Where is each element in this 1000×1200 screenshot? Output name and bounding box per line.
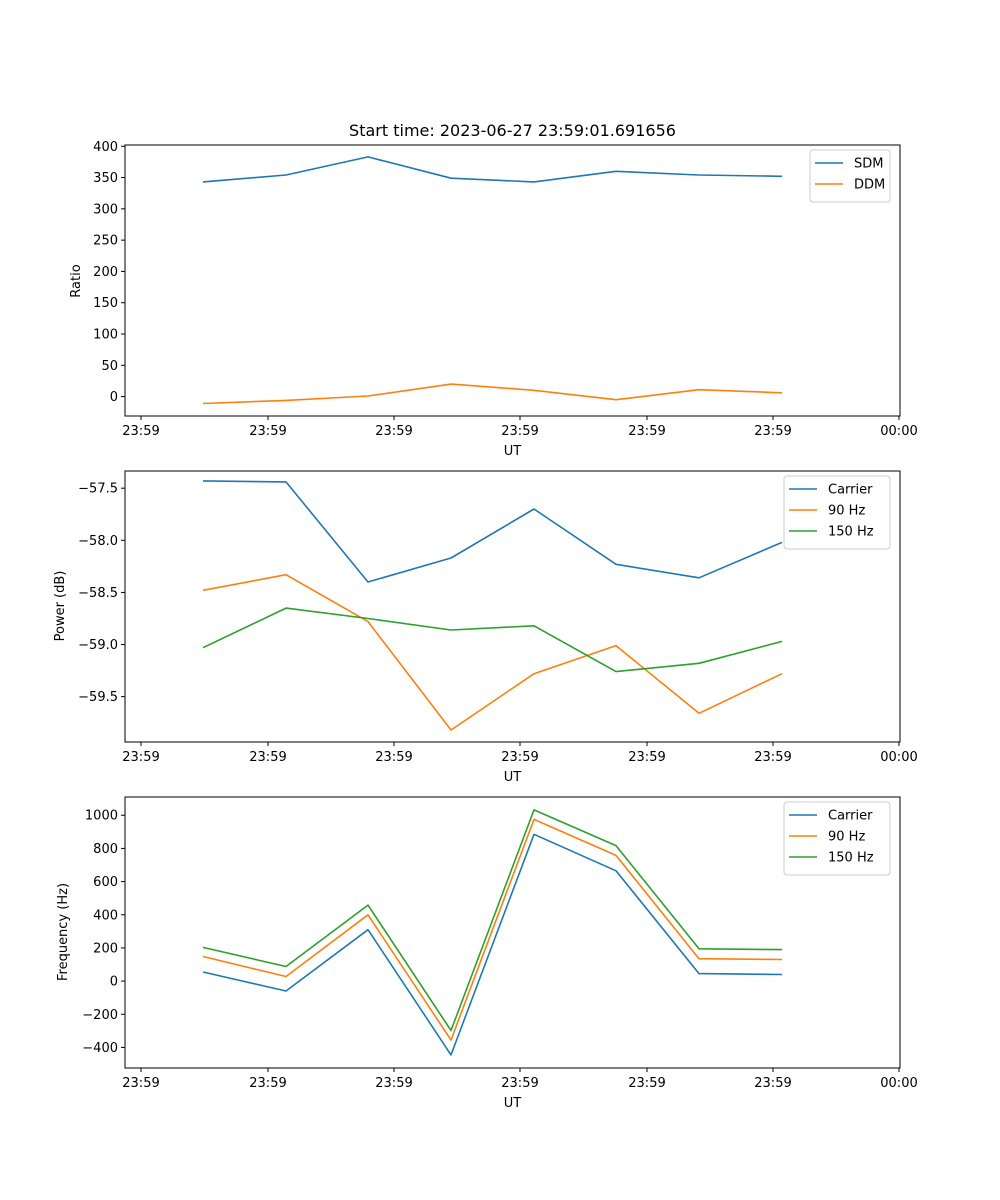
x-tick-label: 23:59 <box>501 424 538 439</box>
x-tick-label: 23:59 <box>122 750 159 765</box>
y-tick-label: −58.5 <box>78 586 118 601</box>
y-tick-label: 100 <box>93 328 118 343</box>
y-tick-label: −57.5 <box>78 482 118 497</box>
chart-title: Start time: 2023-06-27 23:59:01.691656 <box>349 121 676 140</box>
x-axis-label: UT <box>504 444 522 459</box>
x-tick-label: 00:00 <box>880 750 917 765</box>
x-tick-label: 00:00 <box>880 1076 917 1091</box>
legend-label: Carrier <box>828 483 873 498</box>
plot-frame <box>124 470 901 743</box>
legend-label: SDM <box>854 157 883 172</box>
series-line-150-hz <box>202 607 783 673</box>
x-tick-label: 23:59 <box>122 1076 159 1091</box>
x-tick-label: 23:59 <box>501 1076 538 1091</box>
series-line-ddm <box>202 383 783 405</box>
series-line-150-hz <box>202 809 783 1032</box>
x-tick-label: 23:59 <box>249 750 286 765</box>
x-tick-label: 23:59 <box>628 750 665 765</box>
x-tick-label: 23:59 <box>249 1076 286 1091</box>
ratio-panel: Start time: 2023-06-27 23:59:01.691656 U… <box>69 121 918 459</box>
x-axis-label: UT <box>504 1096 522 1111</box>
x-tick-label: 23:59 <box>628 424 665 439</box>
y-tick-label: 350 <box>93 171 118 186</box>
y-tick-label: 0 <box>110 390 118 405</box>
plot-frame <box>124 796 901 1069</box>
plot-frame <box>124 144 901 417</box>
y-tick-label: 200 <box>93 265 118 280</box>
y-tick-label: 50 <box>101 359 118 374</box>
frequency-panel: UT Frequency (Hz) 1000 800 600 400 200 0 −200 −… <box>56 796 918 1111</box>
y-tick-label: 400 <box>93 908 118 923</box>
y-tick-label: −58.0 <box>78 534 118 549</box>
series-line-carrier <box>202 833 783 1056</box>
x-tick-label: 23:59 <box>754 424 791 439</box>
y-tick-label: −400 <box>82 1041 118 1056</box>
x-tick-label: 00:00 <box>880 424 917 439</box>
y-tick-label: 400 <box>93 140 118 155</box>
y-tick-label: −200 <box>82 1008 118 1023</box>
x-axis-label: UT <box>504 770 522 785</box>
y-tick-label: 0 <box>110 975 118 990</box>
x-tick-label: 23:59 <box>754 750 791 765</box>
legend-label: 150 Hz <box>828 851 874 866</box>
y-tick-label: 250 <box>93 234 118 249</box>
legend-label: Carrier <box>828 809 873 824</box>
power-panel: UT Power (dB) −57.5 −58.0 −58.5 −59.0 −59.5 2… <box>53 470 918 785</box>
y-tick-label: 150 <box>93 296 118 311</box>
x-tick-label: 23:59 <box>375 424 412 439</box>
y-axis-label: Power (dB) <box>53 571 68 642</box>
x-tick-label: 23:59 <box>375 1076 412 1091</box>
y-tick-label: 600 <box>93 875 118 890</box>
x-tick-label: 23:59 <box>501 750 538 765</box>
series-line-90-hz <box>202 818 783 1041</box>
x-tick-label: 23:59 <box>628 1076 665 1091</box>
y-tick-label: 800 <box>93 842 118 857</box>
y-tick-label: 1000 <box>85 809 118 824</box>
y-axis-label: Frequency (Hz) <box>56 883 71 981</box>
x-tick-label: 23:59 <box>375 750 412 765</box>
y-tick-label: −59.5 <box>78 690 118 705</box>
y-tick-label: 300 <box>93 202 118 217</box>
legend-label: DDM <box>854 178 885 193</box>
legend-label: 90 Hz <box>828 830 865 845</box>
x-tick-label: 23:59 <box>122 424 159 439</box>
y-tick-label: 200 <box>93 941 118 956</box>
series-line-sdm <box>202 156 783 183</box>
legend-label: 150 Hz <box>828 525 874 540</box>
series-line-carrier <box>202 480 783 583</box>
y-axis-label: Ratio <box>69 264 84 297</box>
x-tick-label: 23:59 <box>754 1076 791 1091</box>
y-tick-label: −59.0 <box>78 638 118 653</box>
series-line-90-hz <box>202 573 783 731</box>
x-tick-label: 23:59 <box>249 424 286 439</box>
legend-label: 90 Hz <box>828 504 865 519</box>
